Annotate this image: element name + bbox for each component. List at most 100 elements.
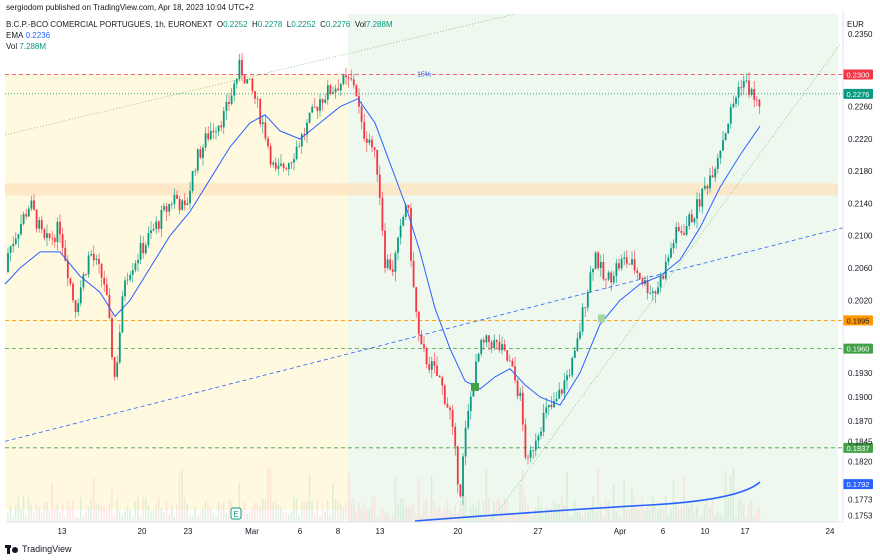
y-tick-label: 0.1820 — [848, 458, 873, 467]
candle-body — [597, 252, 600, 268]
volume-bar — [615, 511, 618, 522]
volume-bar — [204, 501, 207, 522]
candle-body — [602, 261, 605, 280]
candle-body — [625, 257, 628, 264]
volume-bar — [524, 496, 527, 522]
candle-body — [690, 214, 693, 223]
low-label: L — [286, 20, 292, 29]
candle-body — [27, 208, 30, 217]
x-tick-label: 13 — [376, 527, 385, 536]
y-tick-label: 0.2020 — [848, 296, 873, 305]
volume-bar — [675, 501, 677, 522]
candle-body — [594, 252, 597, 269]
candle-body — [576, 338, 579, 351]
y-tick-label: 0.1773 — [848, 495, 873, 504]
legend-ema[interactable]: EMA 0.2236 — [6, 31, 50, 40]
ema-label: EMA — [6, 31, 24, 40]
volume-bar — [27, 497, 30, 522]
volume-bar — [228, 498, 230, 522]
volume-bar — [160, 508, 163, 522]
volume-bar — [118, 510, 121, 522]
volume-bar — [688, 506, 690, 522]
candle-body — [298, 146, 301, 148]
volume-bar — [98, 504, 100, 522]
candle-body — [204, 133, 207, 148]
candle-body — [25, 214, 28, 217]
volume-bar — [152, 509, 155, 522]
candle-body — [87, 255, 90, 275]
volume-bar — [638, 509, 641, 522]
volume-bar — [66, 499, 69, 522]
candle-body — [363, 121, 366, 139]
volume-bar — [735, 516, 737, 522]
candle-body — [360, 106, 363, 122]
volume-bar — [602, 516, 605, 522]
candle-body — [355, 85, 358, 96]
candle-body — [638, 272, 641, 280]
y-tick-label: 0.2140 — [848, 199, 873, 208]
volume-bar — [540, 505, 542, 522]
volume-bar — [737, 498, 740, 522]
volume-bar — [365, 509, 368, 522]
candle-body — [134, 263, 137, 271]
volume-bar — [446, 498, 449, 522]
volume-bar — [202, 507, 204, 522]
volume-bar — [168, 514, 170, 522]
volume-bar — [521, 469, 524, 522]
candle-body — [287, 163, 290, 170]
candle-body — [620, 258, 623, 269]
volume-bar — [100, 505, 103, 522]
candle-body — [126, 279, 129, 281]
candle-body — [573, 350, 576, 358]
candle-body — [282, 163, 285, 169]
legend-volume[interactable]: Vol 7.288M — [6, 42, 46, 51]
volume-bar — [430, 475, 433, 522]
candle-body — [755, 99, 758, 101]
candle-body — [352, 79, 355, 86]
candle-body — [303, 134, 306, 135]
volume-bar — [690, 503, 693, 522]
price-tag — [843, 88, 873, 99]
volume-bar — [742, 503, 745, 522]
volume-bar — [745, 517, 748, 522]
volume-bar — [402, 498, 404, 522]
candle-body — [46, 233, 48, 238]
candle-body — [677, 227, 680, 231]
candle-body — [672, 243, 675, 249]
y-tick-label: 0.1930 — [848, 369, 873, 378]
candle-body — [464, 427, 467, 457]
candle-body — [404, 204, 407, 217]
volume-bar — [490, 512, 493, 522]
volume-bar — [605, 499, 607, 522]
volume-bar — [399, 497, 402, 522]
candle-body — [623, 257, 626, 259]
volume-bar — [537, 497, 540, 522]
candle-body — [469, 396, 472, 411]
ema-value: 0.2236 — [25, 31, 51, 40]
candle-body — [259, 99, 262, 125]
candle-body — [571, 357, 574, 376]
volume-bar — [347, 473, 350, 522]
volume-bar — [92, 477, 95, 522]
candle-body — [295, 146, 298, 160]
candle-body — [300, 134, 303, 147]
volume-bar — [560, 496, 563, 522]
volume-bar — [103, 506, 105, 522]
volume-bar — [597, 467, 599, 522]
volume-bar — [113, 513, 116, 522]
candle-body — [95, 258, 98, 261]
candle-body — [719, 150, 722, 159]
volume-bar — [467, 514, 469, 522]
signal-marker-icon — [598, 314, 605, 323]
tradingview-footer[interactable]: TradingView — [5, 544, 72, 554]
candle-body — [225, 102, 228, 112]
volume-bar — [22, 496, 25, 522]
volume-bar — [215, 516, 217, 522]
volume-bar — [337, 499, 339, 522]
volume-bar — [436, 507, 438, 522]
candle-body — [147, 233, 150, 246]
volume-bar — [566, 471, 568, 522]
y-tick-label: 0.2180 — [848, 167, 873, 176]
candle-body — [100, 263, 103, 278]
